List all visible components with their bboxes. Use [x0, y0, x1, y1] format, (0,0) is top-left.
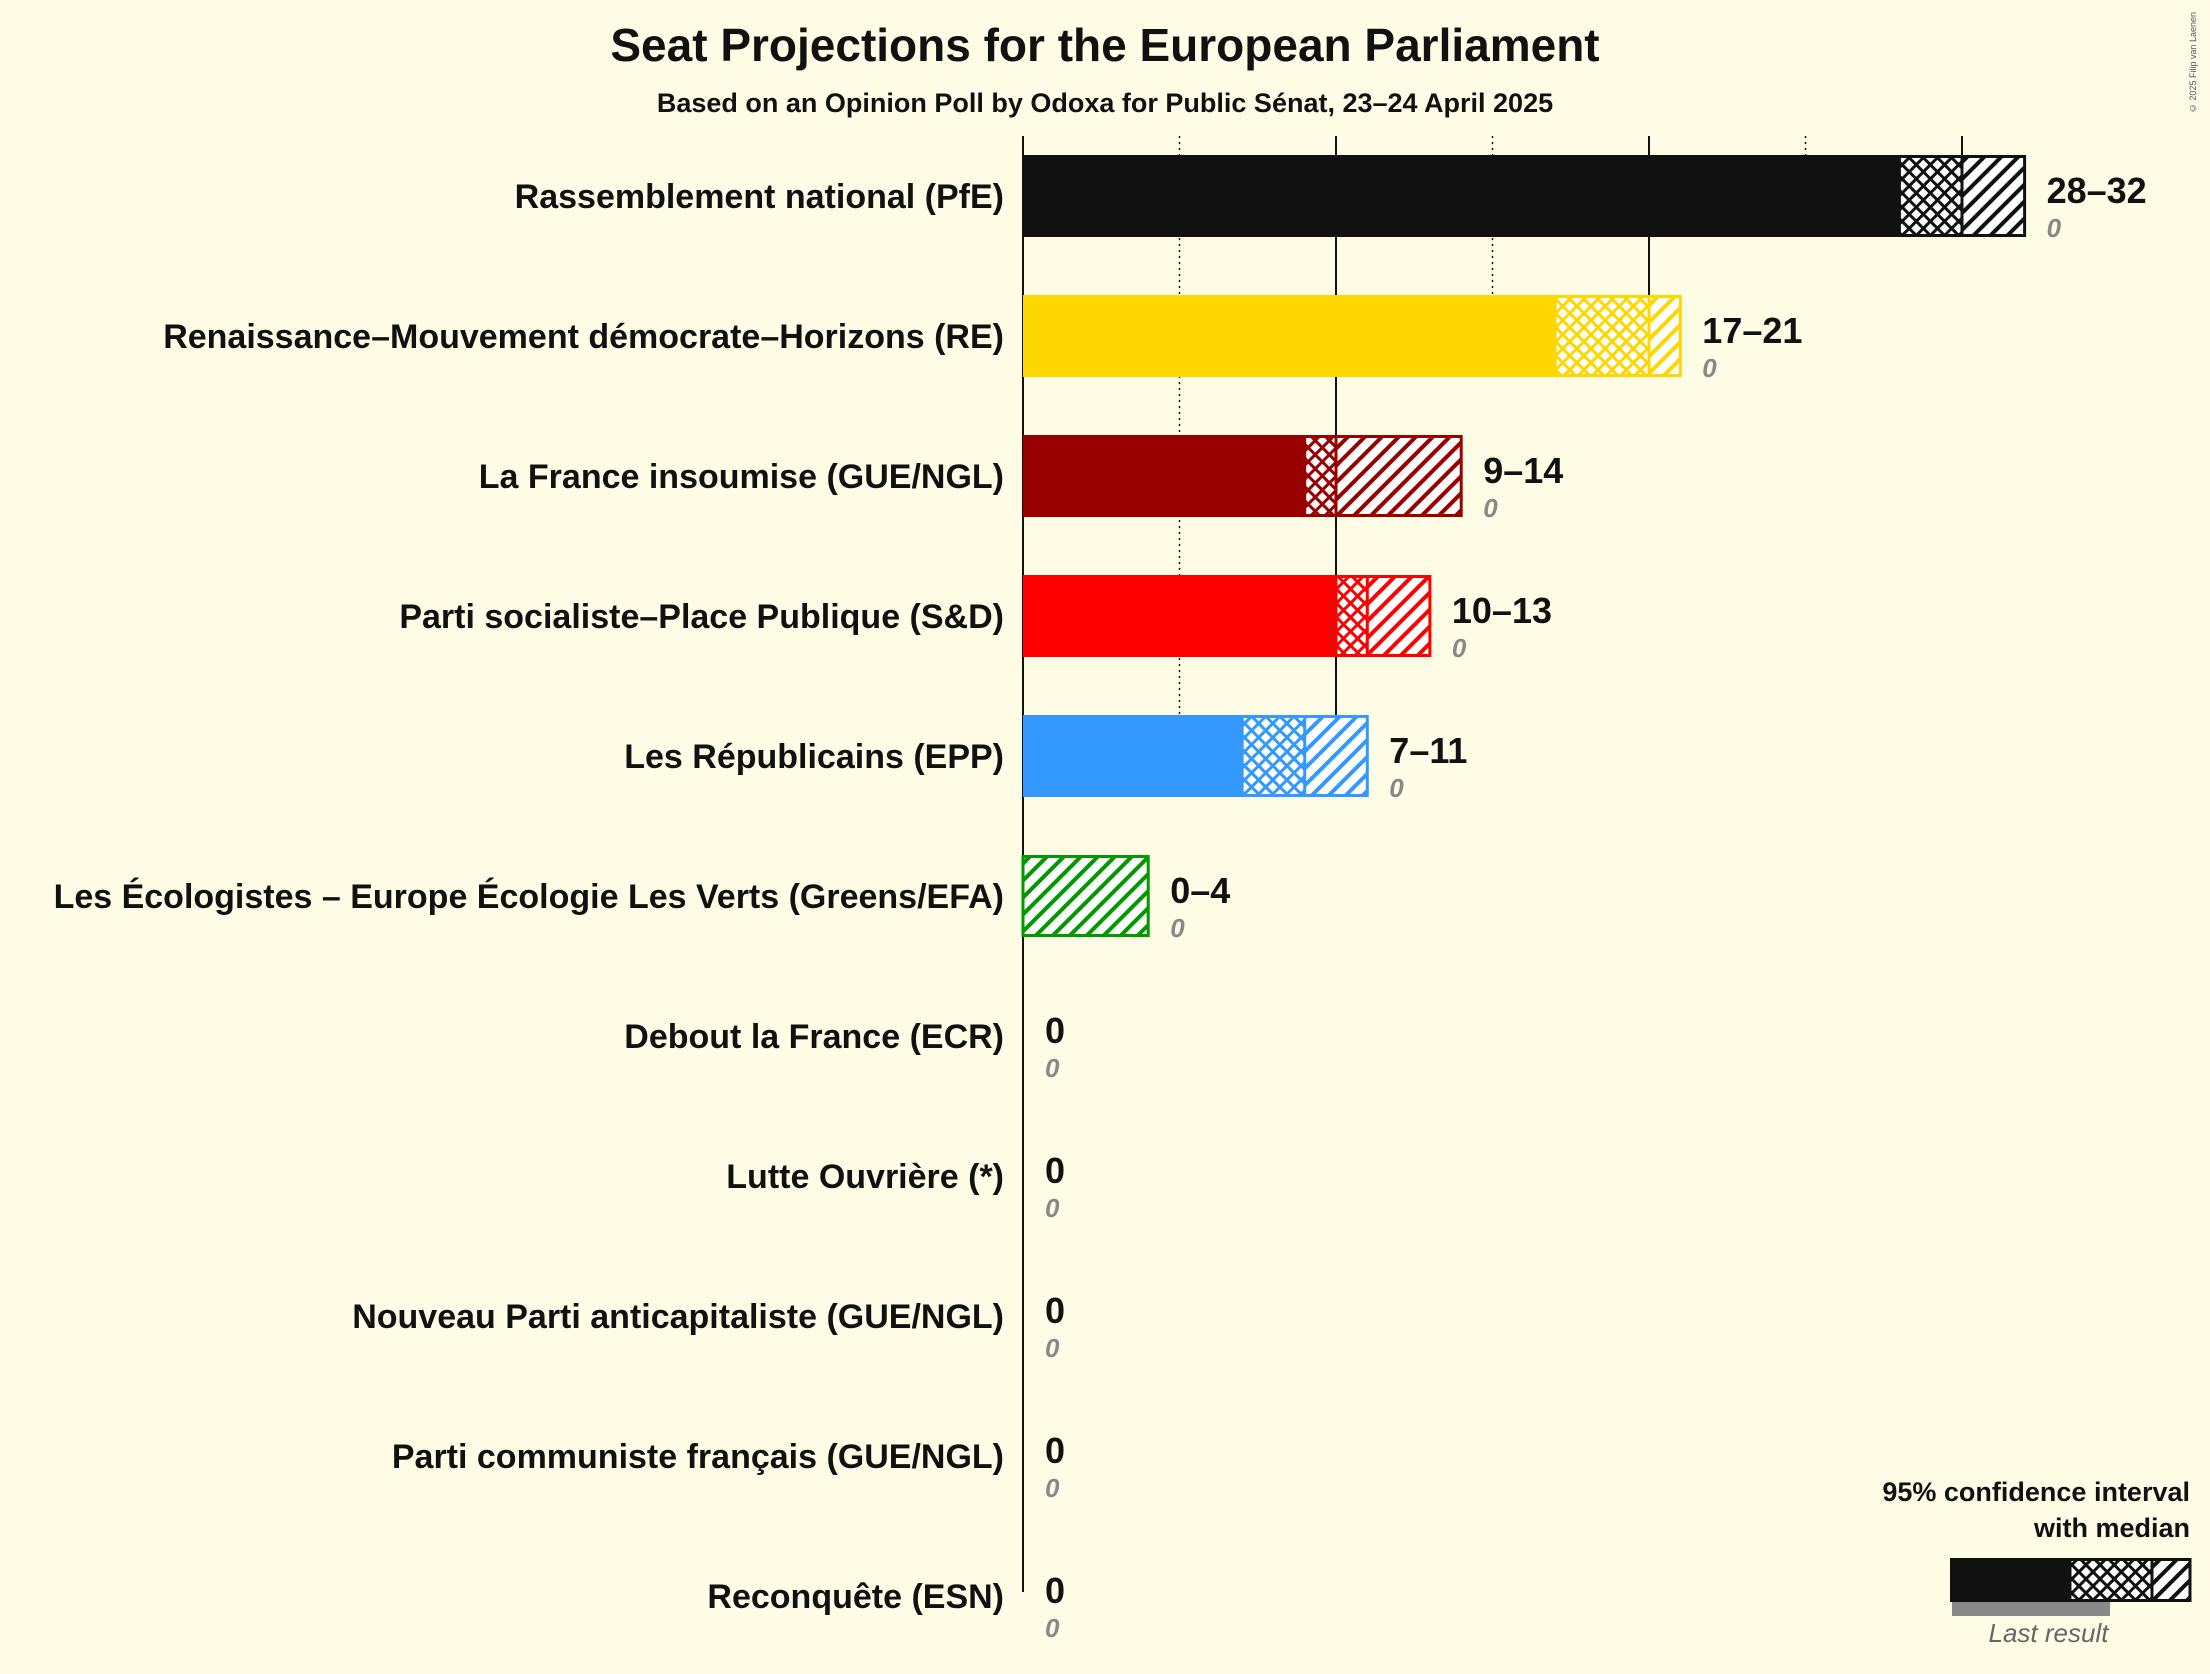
- bar-group-2: [1023, 435, 1463, 517]
- bar-ci-outline: [1553, 295, 1682, 377]
- last-result-label: 0: [1170, 913, 1185, 943]
- range-label: 17–21: [1702, 310, 1802, 351]
- last-result-label: 0: [2047, 213, 2062, 243]
- legend-last-result-bar: [1952, 1602, 2110, 1616]
- range-label: 7–11: [1389, 730, 1467, 771]
- range-label: 0: [1045, 1430, 1065, 1471]
- party-label: Parti communiste français (GUE/NGL): [392, 1438, 1004, 1476]
- legend-title-line2: with median: [2033, 1513, 2190, 1543]
- last-result-label: 0: [1702, 353, 1717, 383]
- bar-ci-upper: [1962, 155, 2025, 237]
- range-label: 0–4: [1170, 870, 1230, 911]
- chart-subtitle: Based on an Opinion Poll by Odoxa for Pu…: [656, 88, 1554, 118]
- bar-group-0: [1023, 155, 2027, 237]
- range-label: 9–14: [1483, 450, 1563, 491]
- bar-group-5: [1021, 855, 1150, 937]
- party-label: La France insoumise (GUE/NGL): [479, 458, 1004, 496]
- bar-ci-outline: [1021, 855, 1150, 937]
- party-label: Rassemblement national (PfE): [515, 178, 1004, 216]
- last-result-label: 0: [1045, 1473, 1060, 1503]
- bar-ci-lower: [1555, 295, 1649, 377]
- bar-ci-outline: [1334, 575, 1432, 657]
- party-label: Reconquête (ESN): [707, 1578, 1004, 1616]
- bar-solid: [1023, 155, 1900, 237]
- bar-ci-lower: [1899, 155, 1962, 237]
- party-label: Nouveau Parti anticapitaliste (GUE/NGL): [352, 1298, 1004, 1336]
- last-result-label: 0: [1483, 493, 1498, 523]
- last-result-label: 0: [1389, 773, 1404, 803]
- last-result-label: 0: [1045, 1613, 1060, 1643]
- range-label: 0: [1045, 1150, 1065, 1191]
- bar-ci-lower: [1336, 575, 1368, 657]
- party-label: Lutte Ouvrière (*): [726, 1158, 1004, 1196]
- party-label: Debout la France (ECR): [624, 1018, 1004, 1056]
- range-label: 0: [1045, 1570, 1065, 1611]
- bar-ci-upper: [1649, 295, 1681, 377]
- party-label: Parti socialiste–Place Publique (S&D): [399, 598, 1004, 636]
- bar-ci-upper: [1023, 855, 1149, 937]
- legend-ci-upper: [2152, 1558, 2190, 1602]
- labels: Rassemblement national (PfE) 28–320Renais…: [54, 170, 2147, 1643]
- legend-last-result-label: Last result: [1988, 1618, 2109, 1648]
- bars: [1021, 155, 2027, 937]
- last-result-label: 0: [1045, 1053, 1060, 1083]
- bar-ci-lower: [1304, 435, 1336, 517]
- range-label: 0: [1045, 1290, 1065, 1331]
- party-label: Les Écologistes – Europe Écologie Les Ve…: [54, 878, 1004, 916]
- legend-title: 95% confidence interval with median: [1882, 1474, 2190, 1546]
- bar-ci-upper: [1304, 715, 1368, 797]
- chart-title: Seat Projections for the European Parlia…: [610, 19, 1600, 71]
- party-label: Les Républicains (EPP): [624, 738, 1004, 776]
- bar-ci-upper: [1336, 435, 1462, 517]
- bar-ci-upper: [1367, 575, 1430, 657]
- party-label: Renaissance–Mouvement démocrate–Horizons…: [163, 318, 1004, 356]
- bar-solid: [1023, 575, 1336, 657]
- range-label: 28–32: [2047, 170, 2147, 211]
- last-result-label: 0: [1045, 1333, 1060, 1363]
- legend-ci-lower: [2070, 1558, 2152, 1602]
- bar-solid: [1023, 715, 1243, 797]
- bar-group-3: [1023, 575, 1432, 657]
- bar-solid: [1023, 295, 1556, 377]
- bar-group-1: [1023, 295, 1682, 377]
- last-result-label: 0: [1452, 633, 1467, 663]
- bar-solid: [1023, 435, 1305, 517]
- legend-ci-outline: [2068, 1558, 2192, 1602]
- last-result-label: 0: [1045, 1193, 1060, 1223]
- range-label: 0: [1045, 1010, 1065, 1051]
- bar-ci-lower: [1242, 715, 1305, 797]
- range-label: 10–13: [1452, 590, 1552, 631]
- bar-group-4: [1023, 715, 1369, 797]
- legend-title-line1: 95% confidence interval: [1882, 1477, 2190, 1507]
- bar-ci-outline: [1303, 435, 1463, 517]
- legend-solid: [1950, 1558, 2070, 1602]
- legend: [1950, 1558, 2192, 1616]
